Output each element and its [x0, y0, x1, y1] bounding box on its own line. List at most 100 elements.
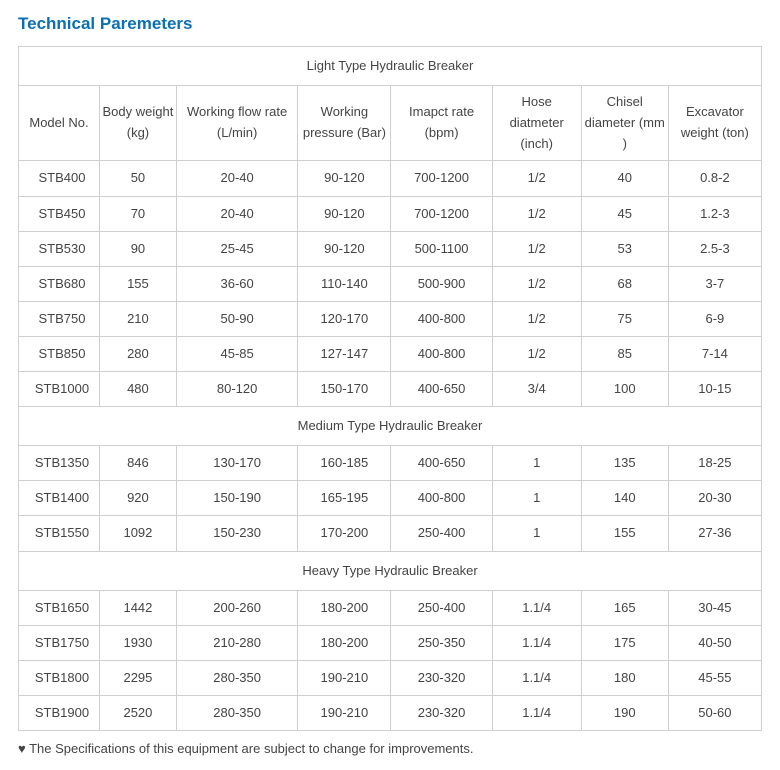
cell: 1/2	[492, 196, 581, 231]
col-excavator: Excavator weight (ton)	[668, 86, 761, 161]
cell: 230-320	[391, 660, 492, 695]
cell: STB750	[19, 301, 100, 336]
cell: 3-7	[668, 266, 761, 301]
cell: 280	[99, 336, 176, 371]
cell: 230-320	[391, 695, 492, 730]
cell: 1/2	[492, 266, 581, 301]
cell: 1.1/4	[492, 590, 581, 625]
cell: 180	[581, 660, 668, 695]
cell: 180-200	[298, 625, 391, 660]
table-row: STB4005020-4090-120700-12001/2400.8-2	[19, 161, 762, 196]
cell: 170-200	[298, 516, 391, 551]
table-row: STB1400920150-190165-195400-800114020-30	[19, 481, 762, 516]
cell: 6-9	[668, 301, 761, 336]
cell: 2295	[99, 660, 176, 695]
cell: 45-55	[668, 660, 761, 695]
cell: 20-40	[176, 161, 297, 196]
cell: 155	[581, 516, 668, 551]
cell: STB850	[19, 336, 100, 371]
cell: 400-650	[391, 446, 492, 481]
cell: 40	[581, 161, 668, 196]
footnote: ♥ The Specifications of this equipment a…	[18, 741, 762, 756]
cell: 1.2-3	[668, 196, 761, 231]
cell: 100	[581, 372, 668, 407]
cell: 1.1/4	[492, 695, 581, 730]
cell: STB1000	[19, 372, 100, 407]
cell: 150-190	[176, 481, 297, 516]
cell: 18-25	[668, 446, 761, 481]
cell: 180-200	[298, 590, 391, 625]
cell: 400-800	[391, 301, 492, 336]
col-pressure: Working pressure (Bar)	[298, 86, 391, 161]
cell: 50-90	[176, 301, 297, 336]
table-row: STB68015536-60110-140500-9001/2683-7	[19, 266, 762, 301]
table-row: STB4507020-4090-120700-12001/2451.2-3	[19, 196, 762, 231]
table-row: STB5309025-4590-120500-11001/2532.5-3	[19, 231, 762, 266]
col-impact: Imapct rate (bpm)	[391, 86, 492, 161]
section-header-medium: Medium Type Hydraulic Breaker	[19, 407, 762, 446]
cell: 200-260	[176, 590, 297, 625]
table-row: STB15501092150-230170-200250-400115527-3…	[19, 516, 762, 551]
cell: 90-120	[298, 231, 391, 266]
cell: 36-60	[176, 266, 297, 301]
cell: 150-230	[176, 516, 297, 551]
col-weight: Body weight (kg)	[99, 86, 176, 161]
cell: 1.1/4	[492, 625, 581, 660]
table-row: STB1350846130-170160-185400-650113518-25	[19, 446, 762, 481]
cell: 500-1100	[391, 231, 492, 266]
cell: 25-45	[176, 231, 297, 266]
cell: 190-210	[298, 660, 391, 695]
cell: 90	[99, 231, 176, 266]
table-row: STB100048080-120150-170400-6503/410010-1…	[19, 372, 762, 407]
cell: STB1550	[19, 516, 100, 551]
cell: 85	[581, 336, 668, 371]
cell: 45	[581, 196, 668, 231]
cell: 1	[492, 481, 581, 516]
cell: 400-650	[391, 372, 492, 407]
cell: 400-800	[391, 481, 492, 516]
cell: 90-120	[298, 196, 391, 231]
cell: STB1900	[19, 695, 100, 730]
table-row: STB16501442200-260180-200250-4001.1/4165…	[19, 590, 762, 625]
cell: 175	[581, 625, 668, 660]
cell: 7-14	[668, 336, 761, 371]
col-hose: Hose diatmeter (inch)	[492, 86, 581, 161]
cell: 1/2	[492, 301, 581, 336]
cell: 480	[99, 372, 176, 407]
section-label: Heavy Type Hydraulic Breaker	[19, 551, 762, 590]
cell: 140	[581, 481, 668, 516]
cell: 30-45	[668, 590, 761, 625]
cell: 250-350	[391, 625, 492, 660]
cell: 160-185	[298, 446, 391, 481]
table-row: STB18002295280-350190-210230-3201.1/4180…	[19, 660, 762, 695]
section-header-heavy: Heavy Type Hydraulic Breaker	[19, 551, 762, 590]
cell: STB1800	[19, 660, 100, 695]
cell: 1092	[99, 516, 176, 551]
col-flow: Working flow rate (L/min)	[176, 86, 297, 161]
cell: 135	[581, 446, 668, 481]
cell: STB680	[19, 266, 100, 301]
cell: 110-140	[298, 266, 391, 301]
cell: 70	[99, 196, 176, 231]
cell: 190-210	[298, 695, 391, 730]
cell: 150-170	[298, 372, 391, 407]
cell: 90-120	[298, 161, 391, 196]
cell: 155	[99, 266, 176, 301]
column-header-row: Model No. Body weight (kg) Working flow …	[19, 86, 762, 161]
cell: STB450	[19, 196, 100, 231]
cell: 3/4	[492, 372, 581, 407]
cell: 1442	[99, 590, 176, 625]
cell: 700-1200	[391, 196, 492, 231]
cell: STB1750	[19, 625, 100, 660]
table-row: STB17501930210-280180-200250-3501.1/4175…	[19, 625, 762, 660]
cell: 250-400	[391, 590, 492, 625]
cell: 250-400	[391, 516, 492, 551]
cell: 190	[581, 695, 668, 730]
cell: 846	[99, 446, 176, 481]
cell: STB1400	[19, 481, 100, 516]
cell: 1	[492, 516, 581, 551]
cell: 1	[492, 446, 581, 481]
cell: STB1650	[19, 590, 100, 625]
section-label: Medium Type Hydraulic Breaker	[19, 407, 762, 446]
cell: STB530	[19, 231, 100, 266]
